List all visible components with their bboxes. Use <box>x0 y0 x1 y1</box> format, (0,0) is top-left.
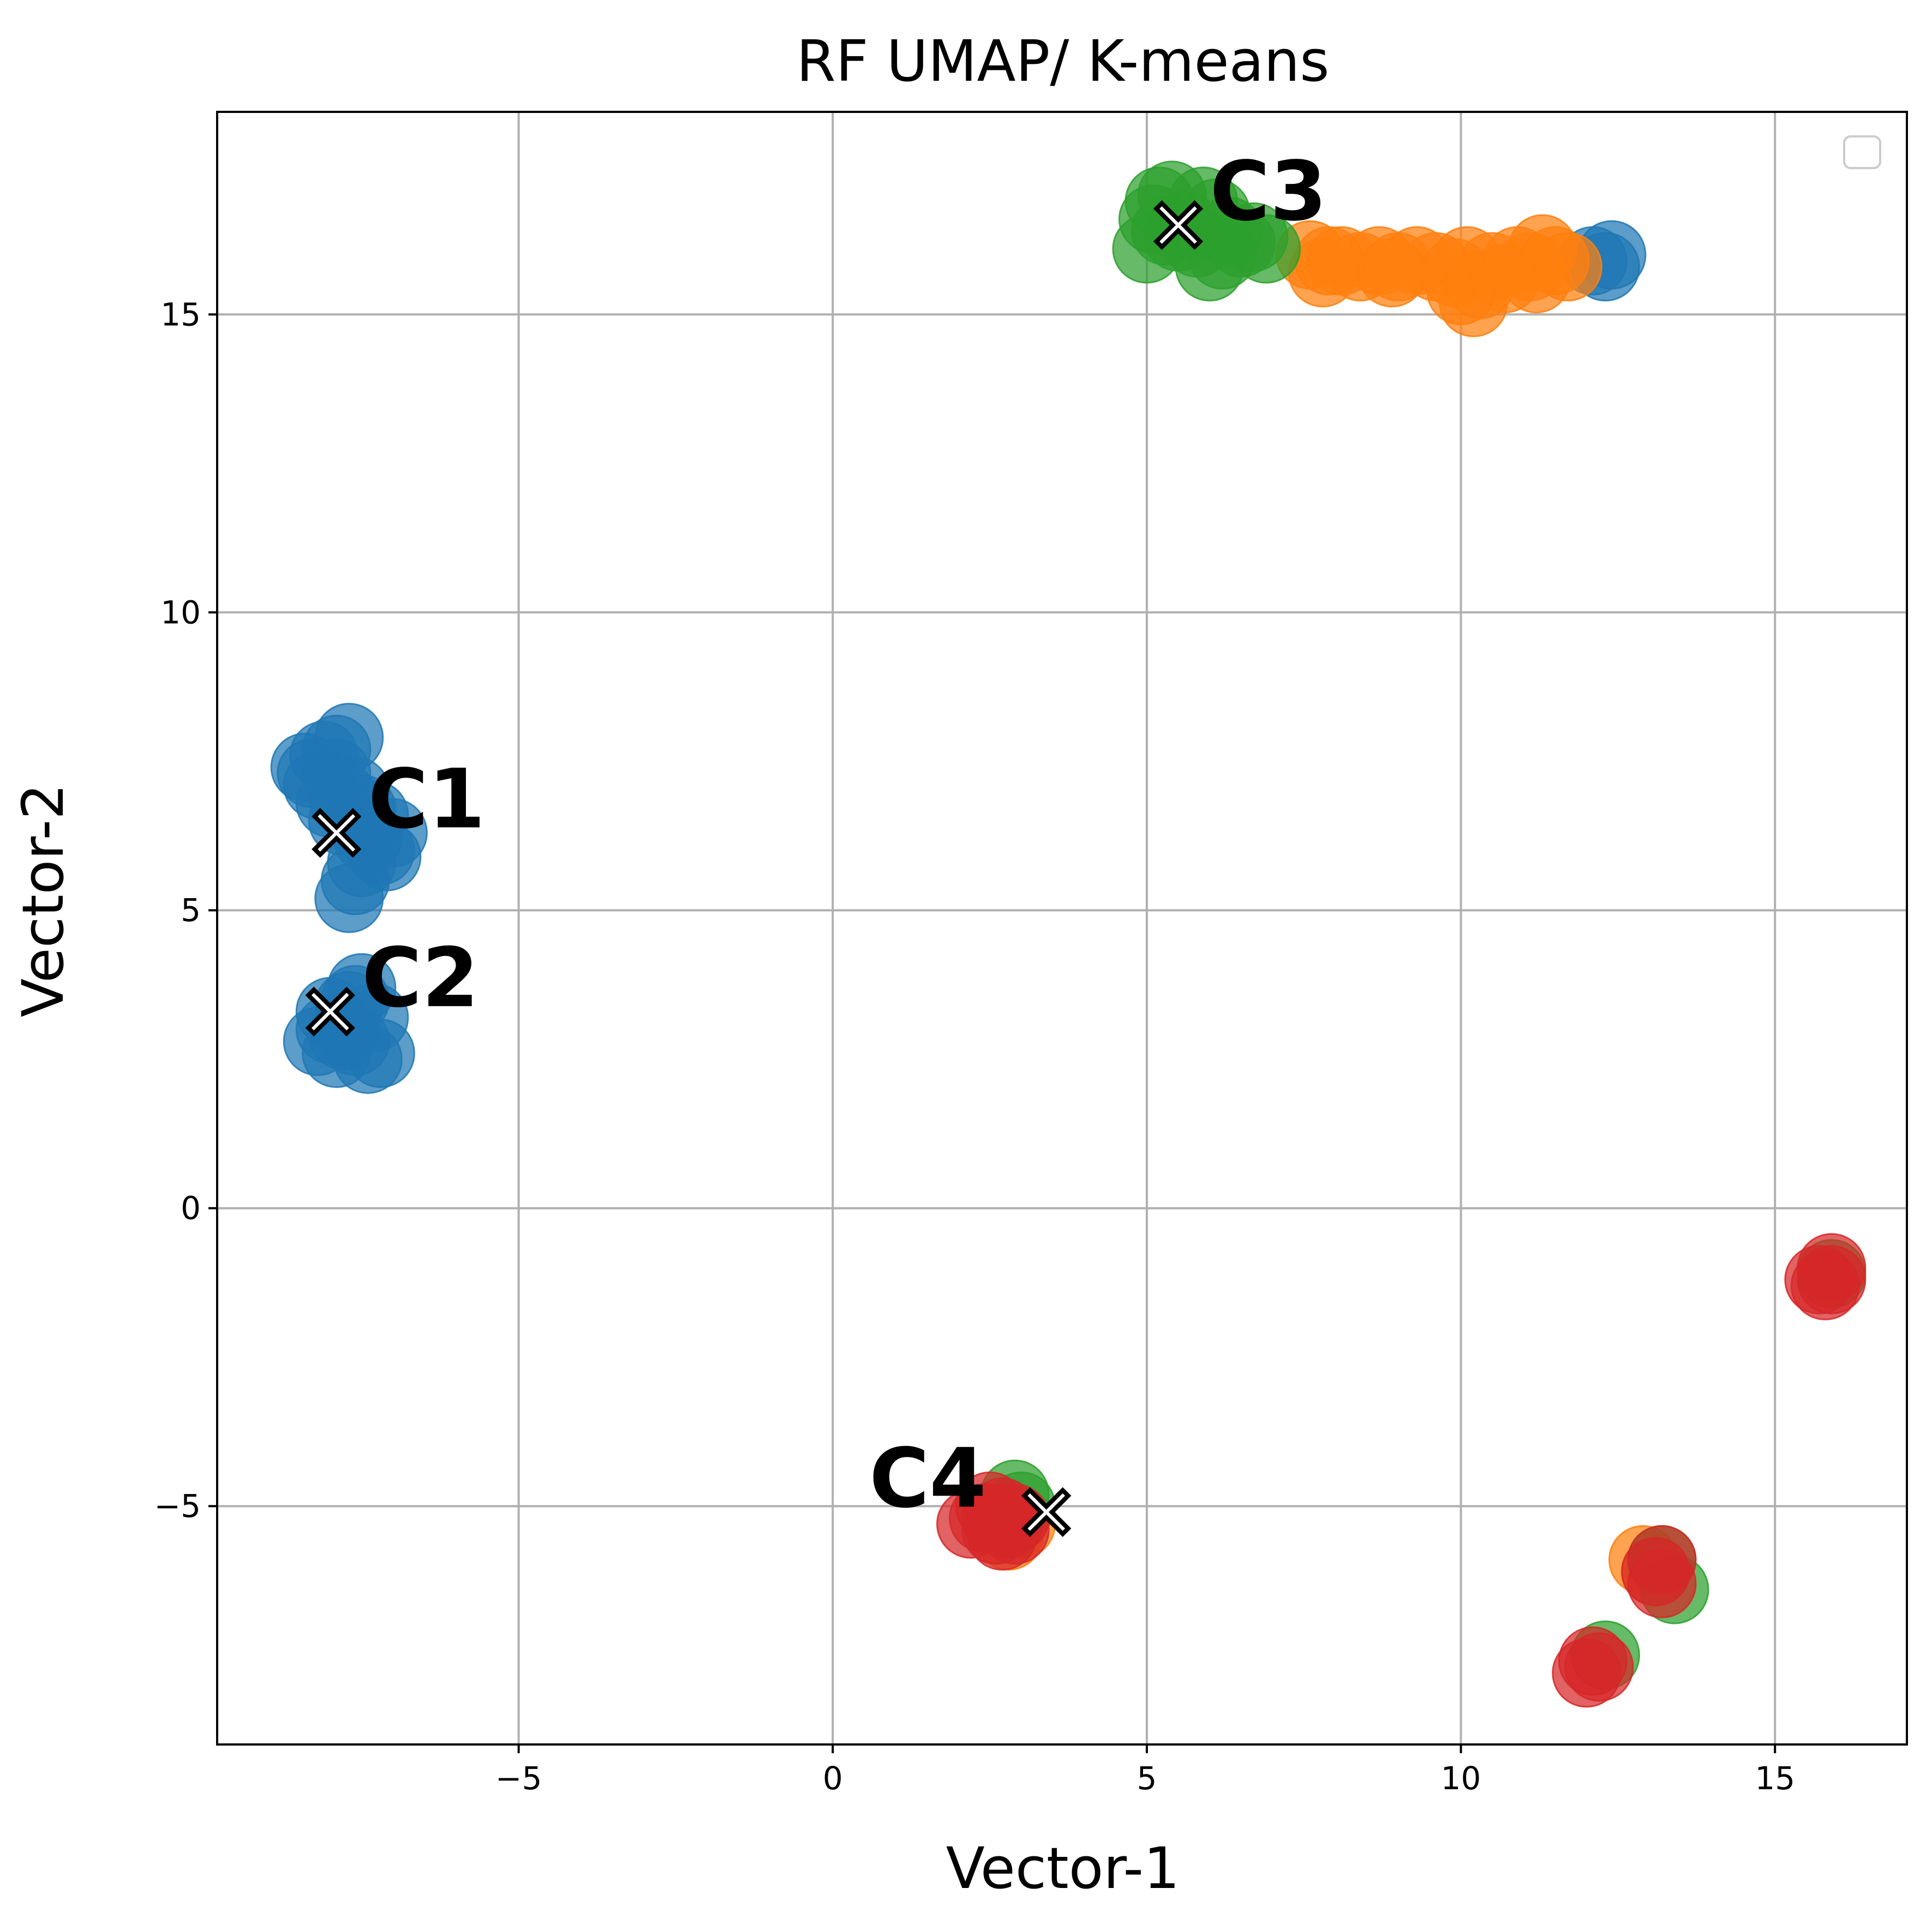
centroid-label: C1 <box>368 752 485 847</box>
y-tick-label: 0 <box>181 1190 201 1227</box>
series-3 <box>936 1233 1867 1708</box>
plot-area <box>217 112 1907 1744</box>
x-axis-ticks: −5 0 5 10 15 <box>495 1744 1795 1797</box>
chart-title: RF UMAP/ K-means <box>797 28 1330 94</box>
x-axis-label: Vector-1 <box>946 1835 1180 1902</box>
y-tick-label: 15 <box>160 296 201 333</box>
data-point <box>1620 1537 1690 1606</box>
y-tick-label: 5 <box>181 892 201 929</box>
x-tick-label: 15 <box>1755 1760 1795 1797</box>
centroid-label: C4 <box>869 1431 986 1526</box>
centroid-marker <box>305 987 355 1037</box>
x-tick-label: 10 <box>1441 1760 1481 1797</box>
data-point <box>1357 238 1427 308</box>
x-tick-label: 0 <box>823 1760 843 1797</box>
grid-lines <box>217 112 1907 1744</box>
centroid-marker <box>1021 1487 1072 1537</box>
centroid-marker <box>312 808 362 858</box>
y-axis-label: Vector-2 <box>10 784 76 1017</box>
data-points <box>270 160 1867 1708</box>
y-tick-label: −5 <box>154 1487 201 1525</box>
legend-box <box>1843 135 1881 169</box>
centroid-marker <box>1153 200 1204 250</box>
y-tick-label: 10 <box>160 594 201 631</box>
x-tick-label: −5 <box>495 1760 542 1797</box>
centroid-label: C2 <box>362 931 478 1026</box>
data-point <box>1797 1245 1867 1314</box>
plot-frame <box>216 111 1908 1746</box>
y-axis-ticks: −5 0 5 10 15 <box>154 296 217 1525</box>
data-point <box>1502 244 1571 314</box>
centroid-label: C3 <box>1210 144 1326 239</box>
data-point <box>961 1483 1031 1553</box>
data-point <box>1426 256 1496 326</box>
centroid-markers: C1 C2 C3 C4 <box>305 144 1327 1537</box>
data-point <box>1187 220 1257 290</box>
x-tick-label: 5 <box>1137 1760 1157 1797</box>
data-point <box>1564 1632 1634 1702</box>
